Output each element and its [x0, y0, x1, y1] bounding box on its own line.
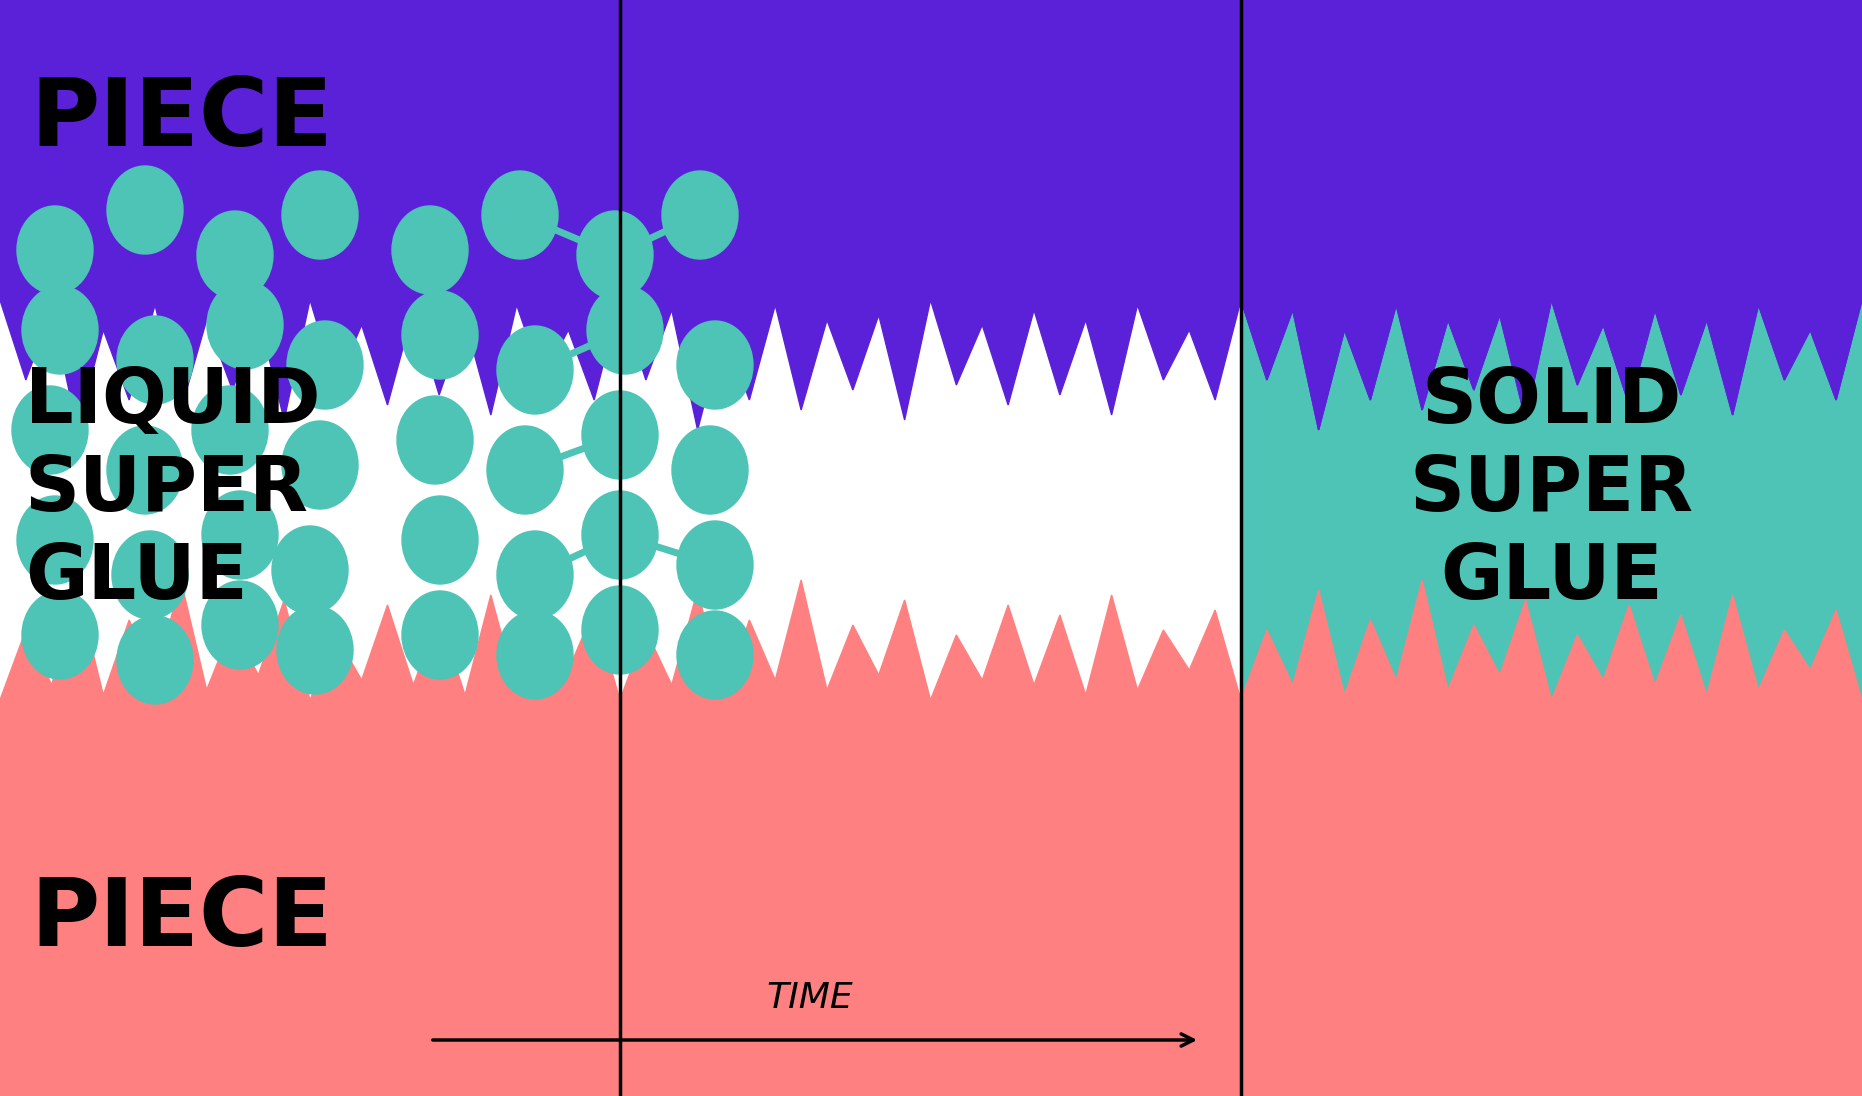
Ellipse shape: [106, 165, 182, 254]
Polygon shape: [620, 0, 1240, 430]
Ellipse shape: [583, 586, 657, 674]
Ellipse shape: [272, 526, 348, 614]
Ellipse shape: [201, 491, 277, 579]
Ellipse shape: [112, 530, 188, 619]
Polygon shape: [620, 580, 1240, 1096]
Ellipse shape: [11, 386, 88, 473]
Ellipse shape: [201, 581, 277, 669]
Ellipse shape: [117, 316, 194, 404]
Ellipse shape: [17, 496, 93, 584]
Ellipse shape: [22, 591, 99, 680]
Text: LIQUID
SUPER
GLUE: LIQUID SUPER GLUE: [24, 365, 320, 616]
Ellipse shape: [106, 426, 182, 514]
Text: PIECE: PIECE: [30, 75, 333, 165]
Ellipse shape: [117, 616, 194, 704]
Ellipse shape: [577, 212, 654, 299]
Ellipse shape: [482, 171, 559, 259]
Text: TIME: TIME: [767, 981, 853, 1015]
Ellipse shape: [402, 496, 479, 584]
Ellipse shape: [402, 292, 479, 379]
Text: PIECE: PIECE: [30, 874, 333, 966]
Polygon shape: [1240, 0, 1862, 1096]
Ellipse shape: [678, 610, 752, 699]
Ellipse shape: [583, 391, 657, 479]
Ellipse shape: [197, 212, 274, 299]
Ellipse shape: [402, 591, 479, 680]
Ellipse shape: [207, 281, 283, 369]
Ellipse shape: [672, 426, 749, 514]
Polygon shape: [1240, 0, 1862, 430]
Ellipse shape: [497, 530, 573, 619]
Polygon shape: [0, 580, 620, 1096]
Ellipse shape: [22, 286, 99, 374]
Polygon shape: [1240, 0, 1862, 430]
Polygon shape: [0, 0, 620, 430]
Ellipse shape: [397, 396, 473, 484]
Ellipse shape: [497, 326, 573, 414]
Ellipse shape: [393, 206, 467, 294]
Ellipse shape: [583, 491, 657, 579]
Ellipse shape: [497, 610, 573, 699]
Polygon shape: [1240, 580, 1862, 1096]
Ellipse shape: [277, 606, 354, 694]
Ellipse shape: [587, 286, 663, 374]
Ellipse shape: [287, 321, 363, 409]
Ellipse shape: [281, 421, 358, 509]
Ellipse shape: [663, 171, 737, 259]
Text: SOLID
SUPER
GLUE: SOLID SUPER GLUE: [1410, 365, 1694, 616]
Ellipse shape: [192, 386, 268, 473]
Ellipse shape: [17, 206, 93, 294]
Ellipse shape: [488, 426, 562, 514]
Ellipse shape: [678, 521, 752, 609]
Ellipse shape: [281, 171, 358, 259]
Ellipse shape: [678, 321, 752, 409]
